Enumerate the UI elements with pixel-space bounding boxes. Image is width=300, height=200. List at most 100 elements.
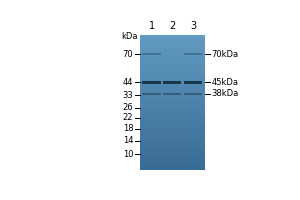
Bar: [140, 38, 205, 39]
Bar: [140, 113, 205, 114]
Bar: [140, 42, 205, 43]
Bar: [140, 40, 205, 42]
Bar: [140, 168, 205, 169]
Bar: [140, 63, 205, 64]
Bar: [140, 54, 205, 55]
Text: 33: 33: [122, 91, 133, 100]
Text: 22: 22: [123, 113, 133, 122]
Bar: [140, 145, 205, 147]
Bar: [140, 167, 205, 168]
Text: 10: 10: [123, 150, 133, 159]
Bar: [140, 37, 205, 38]
Text: 70: 70: [123, 50, 133, 59]
Bar: [140, 87, 205, 88]
Text: 70kDa: 70kDa: [212, 50, 239, 59]
Bar: [140, 122, 205, 123]
Bar: [140, 131, 205, 132]
Bar: [142, 81, 160, 84]
Bar: [184, 81, 202, 84]
Bar: [140, 132, 205, 133]
Bar: [140, 61, 205, 62]
Bar: [140, 121, 205, 122]
Bar: [140, 136, 205, 138]
Bar: [140, 164, 205, 165]
Text: 3: 3: [190, 21, 196, 31]
Bar: [140, 66, 205, 68]
Bar: [140, 110, 205, 112]
Bar: [140, 124, 205, 125]
Bar: [140, 104, 205, 105]
Bar: [140, 153, 205, 154]
Bar: [140, 140, 205, 141]
Bar: [140, 91, 205, 92]
Bar: [140, 116, 205, 117]
Bar: [140, 77, 205, 78]
Bar: [140, 79, 205, 80]
Bar: [140, 80, 205, 81]
Bar: [184, 93, 202, 95]
Bar: [140, 44, 205, 45]
Bar: [163, 93, 182, 95]
Bar: [184, 53, 202, 55]
Bar: [140, 138, 205, 139]
Bar: [140, 108, 205, 109]
Bar: [140, 103, 205, 104]
Bar: [140, 148, 205, 149]
Bar: [140, 115, 205, 116]
Bar: [140, 156, 205, 157]
Bar: [140, 139, 205, 140]
Bar: [140, 73, 205, 74]
Bar: [140, 159, 205, 160]
Bar: [140, 71, 205, 72]
Bar: [140, 69, 205, 70]
Text: 45kDa: 45kDa: [212, 78, 239, 87]
Bar: [140, 57, 205, 58]
Bar: [140, 169, 205, 170]
Bar: [140, 123, 205, 124]
Bar: [140, 68, 205, 69]
Bar: [140, 126, 205, 127]
Bar: [140, 86, 205, 87]
Bar: [140, 125, 205, 126]
Bar: [140, 135, 205, 136]
Bar: [163, 81, 182, 84]
Text: 2: 2: [169, 21, 176, 31]
Bar: [140, 74, 205, 75]
Bar: [140, 96, 205, 97]
Bar: [140, 143, 205, 144]
Bar: [140, 62, 205, 63]
Bar: [140, 56, 205, 57]
Bar: [140, 160, 205, 161]
Bar: [140, 78, 205, 79]
Bar: [140, 165, 205, 166]
Bar: [140, 150, 205, 151]
Bar: [140, 82, 205, 83]
Bar: [140, 94, 205, 95]
Bar: [140, 158, 205, 159]
Bar: [140, 89, 205, 90]
Bar: [140, 39, 205, 40]
Bar: [140, 46, 205, 47]
Bar: [140, 133, 205, 134]
Bar: [140, 92, 205, 94]
Bar: [140, 48, 205, 49]
Bar: [140, 75, 205, 77]
Text: 38kDa: 38kDa: [212, 89, 239, 98]
Bar: [140, 117, 205, 118]
Bar: [140, 107, 205, 108]
Bar: [140, 166, 205, 167]
Bar: [140, 142, 205, 143]
Bar: [140, 52, 205, 53]
Bar: [140, 152, 205, 153]
Text: 1: 1: [148, 21, 154, 31]
Bar: [140, 109, 205, 110]
Bar: [140, 70, 205, 71]
Bar: [140, 99, 205, 100]
Bar: [140, 35, 205, 36]
Text: 26: 26: [123, 103, 133, 112]
Bar: [140, 144, 205, 145]
Bar: [140, 36, 205, 37]
Bar: [140, 43, 205, 44]
Bar: [140, 130, 205, 131]
Bar: [140, 154, 205, 156]
